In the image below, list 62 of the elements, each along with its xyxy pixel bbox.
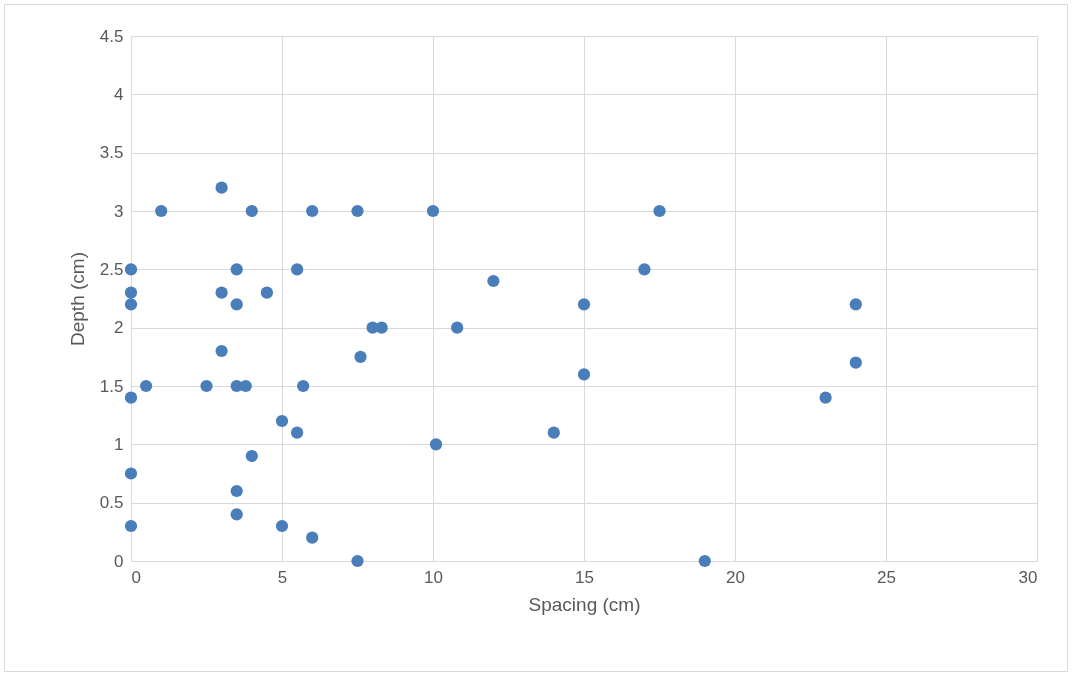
point bbox=[819, 391, 832, 404]
point bbox=[351, 204, 364, 218]
point bbox=[290, 426, 304, 439]
y-tick-label: 2 bbox=[114, 318, 124, 338]
point bbox=[230, 298, 243, 311]
x-axis-title: Spacing (cm) bbox=[528, 593, 641, 615]
point bbox=[124, 286, 138, 299]
point bbox=[290, 263, 304, 276]
point bbox=[653, 204, 666, 218]
y-tick-label: 1.5 bbox=[99, 376, 124, 396]
x-tick-label: 5 bbox=[277, 567, 288, 587]
point bbox=[547, 426, 560, 439]
y-tick-label: 2.5 bbox=[99, 259, 124, 279]
y-tick-label: 0 bbox=[114, 551, 124, 571]
point bbox=[245, 449, 258, 463]
point bbox=[306, 531, 319, 544]
point bbox=[429, 438, 443, 451]
y-axis-title: Depth (cm) bbox=[66, 252, 88, 346]
x-tick-label: 25 bbox=[877, 567, 896, 587]
y-tick-label: 0.5 bbox=[99, 493, 124, 513]
point bbox=[230, 484, 243, 498]
point bbox=[124, 391, 138, 404]
point bbox=[275, 519, 289, 533]
point bbox=[124, 298, 138, 311]
point bbox=[354, 350, 367, 363]
y-tick-label: 1 bbox=[114, 434, 124, 454]
point bbox=[426, 204, 440, 218]
x-tick-label: 15 bbox=[575, 567, 594, 587]
point bbox=[124, 467, 138, 480]
point bbox=[155, 204, 168, 218]
point bbox=[849, 356, 862, 369]
point bbox=[577, 298, 591, 311]
y-tick-label: 3.5 bbox=[99, 143, 124, 163]
point bbox=[230, 508, 243, 521]
point bbox=[275, 414, 289, 428]
x-tick-label: 10 bbox=[424, 567, 443, 587]
point bbox=[351, 554, 364, 568]
point bbox=[577, 368, 591, 381]
point bbox=[451, 321, 464, 334]
point bbox=[124, 263, 138, 276]
x-tick-label: 30 bbox=[1018, 567, 1038, 587]
point bbox=[297, 379, 310, 393]
point bbox=[306, 204, 319, 218]
point bbox=[124, 519, 138, 533]
y-tick-label: 3 bbox=[114, 201, 124, 221]
point bbox=[230, 263, 243, 276]
point bbox=[849, 298, 862, 311]
x-tick-label: 0 bbox=[131, 567, 141, 587]
point bbox=[215, 181, 228, 194]
point bbox=[215, 286, 228, 299]
point bbox=[245, 204, 258, 218]
point bbox=[139, 379, 153, 393]
point bbox=[260, 286, 274, 299]
y-tick-label: 4 bbox=[114, 84, 124, 104]
point bbox=[239, 379, 252, 393]
y-tick-label: 4.5 bbox=[99, 26, 124, 46]
point bbox=[487, 274, 500, 288]
point bbox=[698, 554, 711, 568]
point bbox=[638, 263, 651, 276]
x-tick-label: 20 bbox=[726, 567, 745, 587]
point bbox=[215, 344, 228, 358]
point bbox=[200, 379, 213, 393]
